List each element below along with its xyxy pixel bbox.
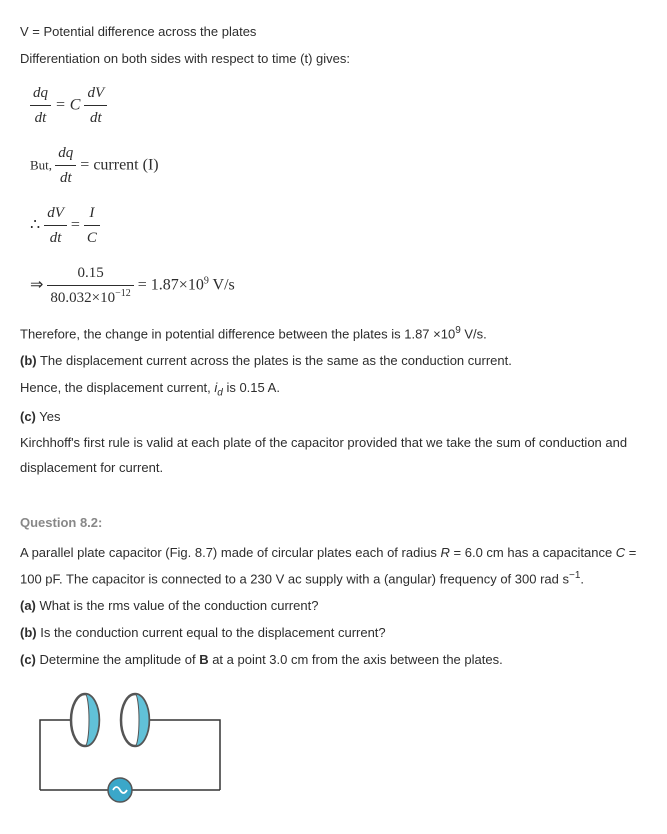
equation-dq-dt: dqdt = C dVdt — [30, 81, 647, 131]
equation-dv-dt: ∴ dVdt = IC — [30, 201, 647, 251]
part-b-line1: (b) The displacement current across the … — [20, 349, 647, 374]
part-c-line2: Kirchhoff's first rule is valid at each … — [20, 431, 647, 480]
question-heading: Question 8.2: — [20, 511, 647, 536]
part-b-line2: Hence, the displacement current, id is 0… — [20, 376, 647, 403]
equation-current: But, dqdt = current (I) — [30, 141, 647, 191]
question-text: A parallel plate capacitor (Fig. 8.7) ma… — [20, 541, 647, 592]
v-definition: V = Potential difference across the plat… — [20, 20, 647, 45]
question-part-a: (a) What is the rms value of the conduct… — [20, 594, 647, 619]
differentiation-intro: Differentiation on both sides with respe… — [20, 47, 647, 72]
question-part-c: (c) Determine the amplitude of B at a po… — [20, 648, 647, 673]
circuit-diagram — [20, 680, 647, 814]
equation-numeric: ⇒ 0.1580.032×10−12 = 1.87×109 V/s — [30, 261, 647, 311]
part-c-line1: (c) Yes — [20, 405, 647, 430]
part-a-conclusion: Therefore, the change in potential diffe… — [20, 321, 647, 347]
question-part-b: (b) Is the conduction current equal to t… — [20, 621, 647, 646]
